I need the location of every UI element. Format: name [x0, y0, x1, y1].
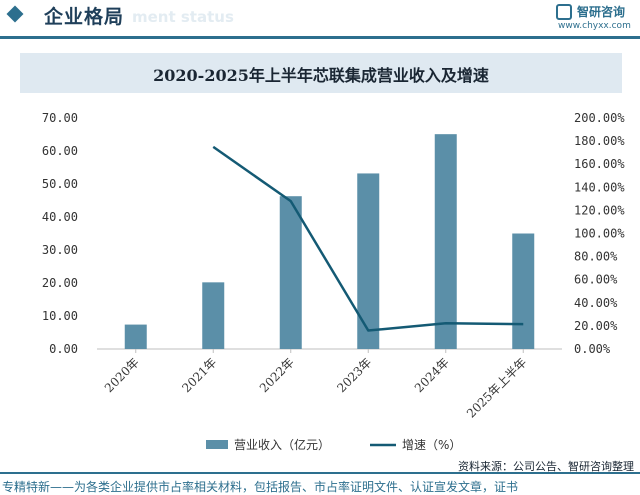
y-right-tick-label: 120.00% [574, 203, 625, 217]
x-tick-label: 2023年 [334, 355, 374, 395]
legend-bar-swatch [206, 440, 228, 449]
y-right-tick-label: 200.00% [574, 111, 625, 125]
chart-title: 2020-2025年上半年芯联集成营业收入及增速 [20, 62, 622, 86]
section-title: 企业格局 [44, 2, 124, 29]
y-left-tick-label: 30.00 [42, 243, 78, 257]
y-left-tick-label: 50.00 [42, 177, 78, 191]
legend-bar-label: 营业收入（亿元） [234, 437, 330, 452]
x-tick-label: 2024年 [412, 355, 452, 395]
bar [125, 325, 147, 349]
page-header: 企业格局 ment status 智研咨询 www.chyxx.com [0, 0, 640, 30]
y-right-tick-label: 80.00% [574, 250, 618, 264]
diamond-icon [7, 6, 24, 23]
header-divider [0, 36, 640, 39]
chart-title-band: 2020-2025年上半年芯联集成营业收入及增速 [20, 53, 622, 93]
brand-url: www.chyxx.com [558, 21, 631, 31]
x-tick-label: 2021年 [179, 355, 219, 395]
footer-text: 专精特新——为各类企业提供市占率相关材料，包括报告、市占率证明文件、认证宣发文章… [2, 478, 518, 495]
y-right-tick-label: 180.00% [574, 134, 625, 148]
y-left-tick-label: 10.00 [42, 309, 78, 323]
y-left-tick-label: 60.00 [42, 144, 78, 158]
y-right-tick-label: 100.00% [574, 227, 625, 241]
y-right-tick-label: 140.00% [574, 180, 625, 194]
y-right-tick-label: 60.00% [574, 273, 618, 287]
chart-canvas: 0.00 10.00 20.00 30.00 40.00 50.00 60.00 70.00 0… [0, 100, 640, 470]
bar [202, 282, 224, 349]
y-left-tick-label: 70.00 [42, 111, 78, 125]
bar [357, 173, 379, 349]
x-tick-label: 2025年上半年 [464, 355, 529, 420]
y-left-tick-label: 40.00 [42, 210, 78, 224]
bar [512, 234, 534, 350]
y-left-tick-label: 0.00 [49, 342, 78, 356]
y-left-tick-label: 20.00 [42, 276, 78, 290]
y-right-tick-label: 160.00% [574, 157, 625, 171]
x-tick-label: 2020年 [102, 355, 142, 395]
brand-logo-icon [556, 4, 572, 20]
y-right-tick-label: 20.00% [574, 319, 618, 333]
brand-name: 智研咨询 [577, 3, 625, 20]
legend-line-label: 增速（%） [402, 438, 461, 452]
y-right-tick-label: 40.00% [574, 296, 618, 310]
bar [280, 196, 302, 349]
x-tick-label: 2022年 [257, 355, 297, 395]
section-title-en: ment status [132, 8, 234, 26]
y-right-tick-label: 0.00% [574, 342, 611, 356]
footer-divider [0, 472, 640, 474]
bar [435, 134, 457, 349]
